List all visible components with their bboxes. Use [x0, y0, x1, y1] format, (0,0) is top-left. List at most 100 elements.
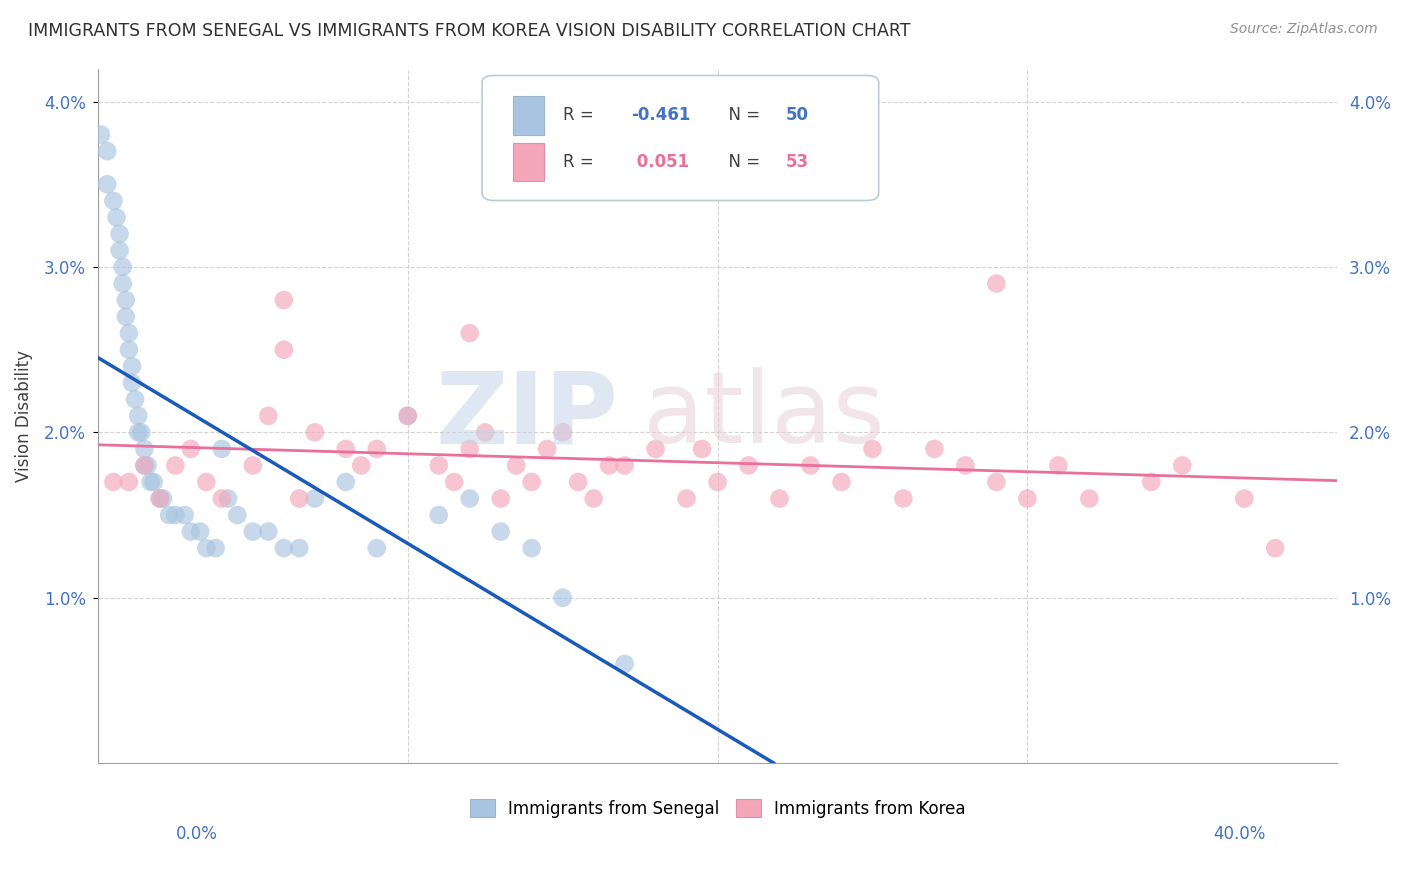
Point [96, 145, 118, 159]
Point [1017, 491, 1039, 506]
Point [257, 409, 280, 423]
Point [149, 491, 172, 506]
Point [706, 475, 728, 489]
Point [366, 541, 388, 555]
Point [195, 475, 218, 489]
Point [242, 458, 264, 473]
Point [675, 491, 697, 506]
Point [474, 425, 496, 440]
Point [217, 491, 239, 506]
Text: 0.051: 0.051 [631, 153, 689, 171]
Point [111, 260, 134, 274]
Point [127, 425, 149, 440]
Point [273, 343, 295, 357]
Point [204, 541, 226, 555]
Text: N =: N = [717, 153, 765, 171]
Point [134, 458, 156, 473]
Point [396, 409, 419, 423]
Point [273, 293, 295, 307]
Point [103, 475, 125, 489]
Point [149, 491, 172, 506]
Point [613, 657, 636, 671]
Point [108, 227, 131, 241]
Point [427, 458, 450, 473]
Point [288, 491, 311, 506]
Point [458, 491, 481, 506]
Point [613, 458, 636, 473]
Point [567, 475, 589, 489]
Point [211, 442, 233, 456]
Point [1171, 458, 1194, 473]
Point [165, 458, 187, 473]
Point [304, 491, 326, 506]
Point [90, 128, 112, 142]
Text: R =: R = [562, 106, 599, 124]
Point [304, 425, 326, 440]
Point [335, 442, 357, 456]
Point [520, 541, 543, 555]
Text: 53: 53 [786, 153, 808, 171]
Point [180, 442, 202, 456]
Point [152, 491, 174, 506]
Point [1047, 458, 1070, 473]
Point [105, 211, 128, 225]
Point [350, 458, 373, 473]
Point [644, 442, 666, 456]
Point [458, 326, 481, 340]
Point [121, 359, 143, 374]
Point [768, 491, 790, 506]
Point [118, 343, 141, 357]
Point [443, 475, 465, 489]
Point [136, 458, 159, 473]
Point [551, 425, 574, 440]
Point [1140, 475, 1163, 489]
Text: atlas: atlas [643, 368, 884, 465]
Point [1078, 491, 1101, 506]
FancyBboxPatch shape [513, 143, 544, 181]
Point [114, 310, 136, 324]
Point [226, 508, 249, 522]
Point [134, 458, 156, 473]
Point [139, 475, 162, 489]
Point [165, 508, 187, 522]
Point [396, 409, 419, 423]
Point [955, 458, 977, 473]
Point [690, 442, 713, 456]
Point [118, 326, 141, 340]
Point [273, 541, 295, 555]
Point [129, 425, 152, 440]
Point [893, 491, 915, 506]
Point [335, 475, 357, 489]
Text: 0.0%: 0.0% [176, 825, 218, 843]
Point [427, 508, 450, 522]
Text: IMMIGRANTS FROM SENEGAL VS IMMIGRANTS FROM KOREA VISION DISABILITY CORRELATION C: IMMIGRANTS FROM SENEGAL VS IMMIGRANTS FR… [28, 22, 911, 40]
Point [188, 524, 211, 539]
Point [458, 442, 481, 456]
Point [180, 524, 202, 539]
Text: 40.0%: 40.0% [1213, 825, 1265, 843]
Point [830, 475, 852, 489]
Point [489, 491, 512, 506]
Point [1233, 491, 1256, 506]
Point [242, 524, 264, 539]
Point [142, 475, 165, 489]
Point [520, 475, 543, 489]
FancyBboxPatch shape [513, 96, 544, 135]
Point [799, 458, 821, 473]
Point [489, 524, 512, 539]
Point [134, 442, 156, 456]
Point [366, 442, 388, 456]
Y-axis label: Vision Disability: Vision Disability [15, 350, 32, 482]
Point [737, 458, 759, 473]
Point [598, 458, 620, 473]
Point [173, 508, 195, 522]
Point [114, 293, 136, 307]
Point [551, 591, 574, 605]
Text: Source: ZipAtlas.com: Source: ZipAtlas.com [1230, 22, 1378, 37]
Point [111, 277, 134, 291]
Point [1264, 541, 1286, 555]
Point [96, 178, 118, 192]
Point [288, 541, 311, 555]
Point [536, 442, 558, 456]
Legend: Immigrants from Senegal, Immigrants from Korea: Immigrants from Senegal, Immigrants from… [463, 793, 973, 824]
